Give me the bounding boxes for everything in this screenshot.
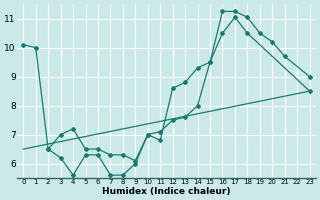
X-axis label: Humidex (Indice chaleur): Humidex (Indice chaleur)	[102, 187, 231, 196]
